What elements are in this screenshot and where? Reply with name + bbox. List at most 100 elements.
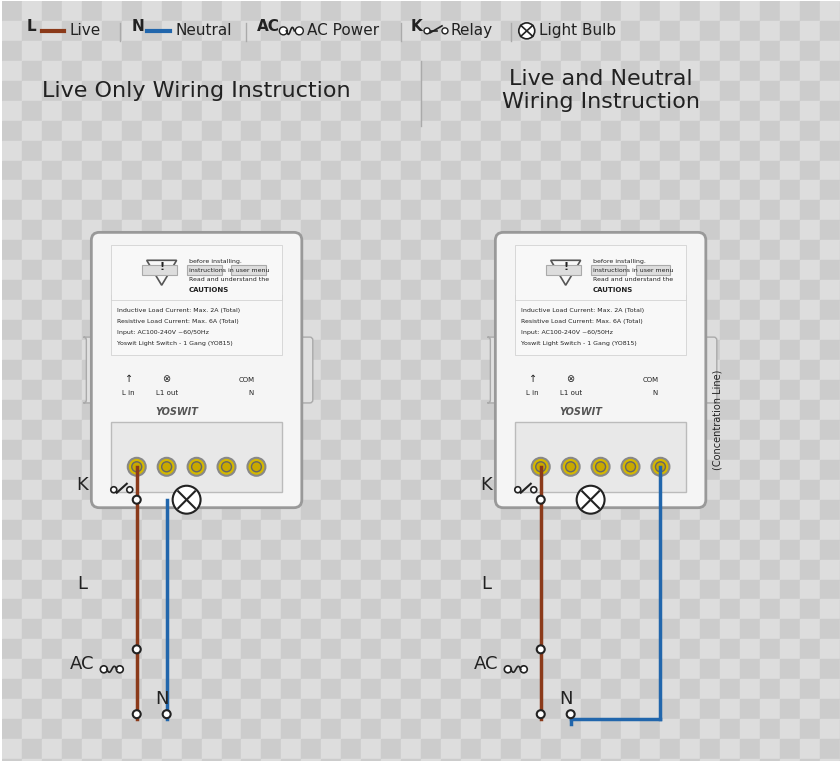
Bar	[241, 459, 261, 480]
Bar	[401, 539, 421, 559]
Bar	[760, 620, 780, 639]
Bar	[42, 300, 62, 320]
Bar	[421, 700, 441, 719]
Bar	[22, 620, 42, 639]
Bar	[720, 200, 740, 220]
Bar	[441, 420, 461, 440]
Bar	[480, 380, 501, 400]
Bar	[640, 420, 660, 440]
Bar	[181, 480, 202, 500]
Bar	[720, 41, 740, 61]
Bar	[321, 300, 341, 320]
Bar	[142, 500, 161, 520]
Bar	[261, 420, 281, 440]
Bar	[361, 400, 381, 420]
Text: Read and understand the: Read and understand the	[592, 277, 673, 282]
Bar	[302, 679, 321, 700]
Bar	[2, 61, 22, 81]
Bar	[102, 440, 122, 459]
Circle shape	[442, 28, 448, 34]
Bar	[461, 559, 480, 580]
Circle shape	[531, 487, 537, 493]
Bar	[780, 659, 800, 679]
Bar	[680, 679, 701, 700]
Bar	[341, 600, 361, 620]
Bar	[421, 500, 441, 520]
Bar	[202, 161, 222, 181]
Bar	[222, 101, 241, 120]
Bar	[2, 240, 22, 261]
Bar	[161, 261, 181, 280]
Bar	[421, 580, 441, 600]
Bar	[161, 1, 181, 21]
Bar	[261, 520, 281, 539]
Bar	[42, 61, 62, 81]
Bar	[22, 261, 42, 280]
Bar	[501, 620, 521, 639]
Bar	[302, 500, 321, 520]
Bar	[800, 340, 820, 360]
Bar	[740, 420, 760, 440]
Text: K: K	[411, 19, 423, 34]
Bar	[541, 719, 560, 739]
Bar	[122, 101, 142, 120]
Bar	[341, 480, 361, 500]
Bar	[800, 659, 820, 679]
Bar	[161, 659, 181, 679]
Bar	[381, 559, 401, 580]
Bar	[621, 120, 640, 141]
Bar	[122, 440, 142, 459]
Bar	[361, 380, 381, 400]
Bar	[102, 360, 122, 380]
Bar	[341, 161, 361, 181]
Bar	[142, 141, 161, 161]
Bar	[2, 659, 22, 679]
Bar	[22, 420, 42, 440]
Bar	[181, 700, 202, 719]
Text: !: !	[159, 262, 165, 272]
Bar	[441, 220, 461, 240]
Bar	[441, 459, 461, 480]
Bar	[381, 639, 401, 659]
Bar	[142, 41, 161, 61]
Bar	[501, 420, 521, 440]
Bar	[381, 181, 401, 200]
Bar	[521, 700, 541, 719]
Bar	[22, 340, 42, 360]
Bar	[42, 120, 62, 141]
Bar	[142, 639, 161, 659]
Bar	[281, 320, 302, 340]
Bar	[361, 759, 381, 762]
Bar	[381, 81, 401, 101]
Text: before installing.: before installing.	[592, 259, 645, 264]
Bar	[660, 161, 680, 181]
Bar	[321, 380, 341, 400]
Bar	[142, 120, 161, 141]
Bar	[22, 580, 42, 600]
Bar	[760, 340, 780, 360]
Bar	[281, 600, 302, 620]
Bar	[780, 539, 800, 559]
Bar	[760, 420, 780, 440]
Bar	[601, 41, 621, 61]
Bar	[42, 1, 62, 21]
Bar	[480, 440, 501, 459]
Bar	[62, 719, 81, 739]
Bar	[22, 21, 42, 41]
Bar	[680, 400, 701, 420]
Bar	[800, 520, 820, 539]
Bar	[480, 480, 501, 500]
Bar	[760, 580, 780, 600]
Bar	[302, 480, 321, 500]
Bar	[281, 141, 302, 161]
Bar	[302, 1, 321, 21]
Bar	[261, 101, 281, 120]
Bar	[222, 220, 241, 240]
Bar	[22, 41, 42, 61]
Text: AC: AC	[70, 655, 94, 674]
Bar	[142, 81, 161, 101]
Bar	[720, 520, 740, 539]
Bar	[261, 161, 281, 181]
Bar	[381, 200, 401, 220]
Bar	[281, 220, 302, 240]
